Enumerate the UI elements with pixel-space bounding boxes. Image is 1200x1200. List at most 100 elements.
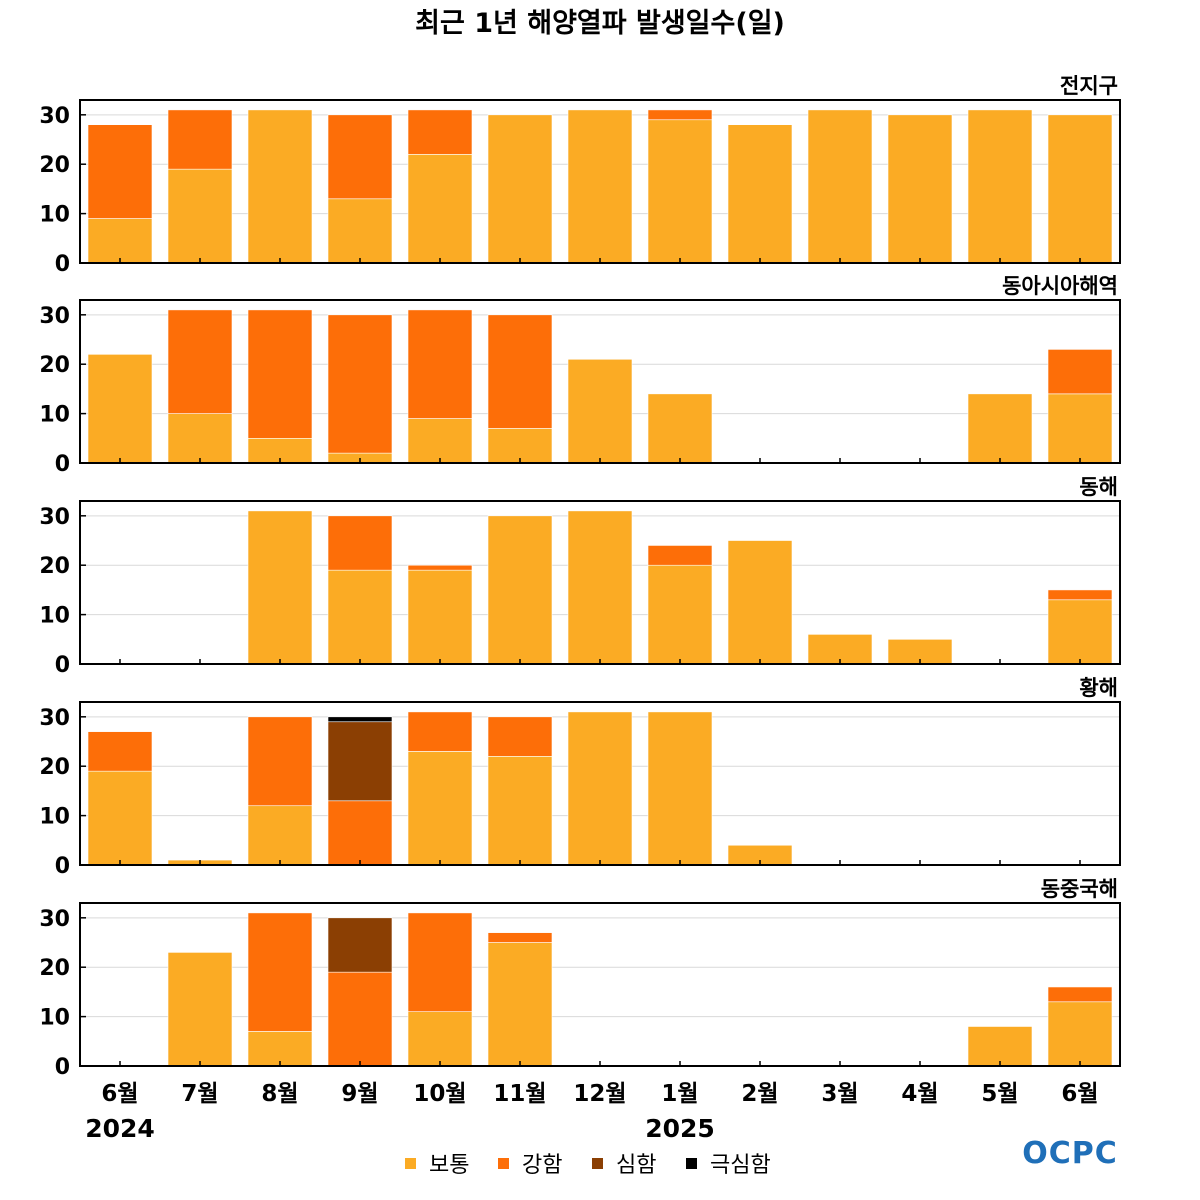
x-tick-label: 4월 (901, 1081, 938, 1107)
bar-segment (327, 971, 393, 1067)
bar-segment (167, 168, 233, 264)
bar-segment (647, 711, 713, 866)
panel-3: 황해 0 10 20 30 (39, 676, 1121, 879)
bar-segment (87, 218, 153, 264)
legend-label: 보통 (429, 1153, 469, 1178)
panel-0: 전지구 0 10 20 30 (39, 74, 1121, 277)
panels-group: 전지구 0 10 20 30 동아시아해역 0 10 20 30 동해 0 10 20 30 황해 0 10 20 3… (39, 74, 1121, 1080)
bar-segment (487, 314, 553, 429)
bar-segment (487, 756, 553, 866)
x-tick-label: 6월 (1061, 1081, 1098, 1107)
x-tick-label: 8월 (261, 1081, 298, 1107)
x-tick-label: 5월 (981, 1081, 1018, 1107)
bar-segment (407, 154, 473, 264)
bar-segment (967, 1026, 1033, 1067)
y-tick-label: 0 (55, 854, 70, 879)
bar-segment (407, 711, 473, 752)
ocpc-logo-text: OCPC (1022, 1136, 1118, 1171)
bar-segment (647, 393, 713, 464)
bar-segment (1047, 986, 1113, 1003)
y-tick-label: 30 (39, 304, 70, 329)
bar-segment (167, 109, 233, 170)
bar-segment (247, 716, 313, 807)
bar-segment (487, 428, 553, 464)
year-label: 2025 (645, 1114, 715, 1143)
panel-2: 동해 0 10 20 30 (39, 475, 1121, 678)
bar-segment (887, 114, 953, 264)
y-tick-label: 20 (39, 353, 70, 378)
y-tick-label: 10 (39, 203, 70, 228)
bar-segment (487, 716, 553, 757)
y-tick-label: 20 (39, 554, 70, 579)
bar-segment (487, 942, 553, 1067)
bar-segment (407, 1011, 473, 1067)
legend-swatch (686, 1158, 697, 1169)
bar-segment (1047, 599, 1113, 665)
bar-segment (967, 393, 1033, 464)
bar-segment (407, 309, 473, 419)
bar-segment (327, 800, 393, 866)
bar-segment (407, 109, 473, 155)
bar-segment (567, 711, 633, 866)
bar-segment (247, 912, 313, 1032)
x-tick-label: 1월 (661, 1081, 698, 1107)
bar-segment (967, 109, 1033, 264)
bar-segment (407, 912, 473, 1012)
bar-segment (407, 751, 473, 866)
y-tick-label: 10 (39, 403, 70, 428)
bar-segment (567, 510, 633, 665)
bar-segment (327, 716, 393, 723)
x-tick-label: 10월 (413, 1081, 466, 1107)
bar-segment (87, 770, 153, 866)
x-tick-label: 7월 (181, 1081, 218, 1107)
x-axis: 6월 7월 8월 9월 10월 11월 12월 1월 2월 3월 4월 5월 6월 2024 2025 (85, 1081, 1098, 1143)
chart-title: 최근 1년 해양열파 발생일수(일) (415, 8, 785, 39)
bar-segment (327, 569, 393, 665)
year-label: 2024 (85, 1114, 155, 1143)
legend-swatch (405, 1158, 416, 1169)
bar-segment (407, 569, 473, 665)
bar-segment (327, 314, 393, 454)
x-tick-label: 12월 (573, 1081, 626, 1107)
bar-segment (727, 124, 793, 264)
panel-region-label: 전지구 (1060, 74, 1118, 98)
bar-segment (1047, 393, 1113, 464)
y-tick-label: 20 (39, 755, 70, 780)
y-tick-label: 30 (39, 104, 70, 129)
bar-segment (247, 805, 313, 866)
bar-segment (1047, 114, 1113, 264)
bar-segment (167, 413, 233, 464)
ocpc-logo: OCPC (1022, 1136, 1118, 1171)
bar-segment (487, 114, 553, 264)
x-tick-label: 6월 (101, 1081, 138, 1107)
bar-segment (87, 354, 153, 464)
legend-label: 심함 (616, 1153, 656, 1178)
y-tick-label: 20 (39, 153, 70, 178)
bar-segment (647, 545, 713, 566)
y-tick-label: 0 (55, 1055, 70, 1080)
x-tick-label: 3월 (821, 1081, 858, 1107)
bar-segment (247, 510, 313, 665)
bar-segment (567, 109, 633, 264)
bar-segment (247, 309, 313, 439)
y-tick-label: 10 (39, 1006, 70, 1031)
bar-segment (407, 564, 473, 571)
bar-segment (247, 109, 313, 264)
y-tick-label: 10 (39, 805, 70, 830)
legend-swatch (498, 1158, 509, 1169)
y-tick-label: 0 (55, 653, 70, 678)
bar-segment (327, 198, 393, 264)
legend-swatch (592, 1158, 603, 1169)
panel-region-label: 동아시아해역 (1002, 274, 1118, 298)
bar-segment (1047, 1001, 1113, 1067)
bar-segment (487, 515, 553, 665)
bar-segment (487, 932, 553, 943)
bar-segment (647, 119, 713, 264)
x-tick-label: 2월 (741, 1081, 778, 1107)
y-tick-label: 0 (55, 252, 70, 277)
bar-segment (327, 721, 393, 802)
bar-segment (87, 731, 153, 772)
x-tick-label: 9월 (341, 1081, 378, 1107)
panel-frame (79, 902, 1121, 1067)
